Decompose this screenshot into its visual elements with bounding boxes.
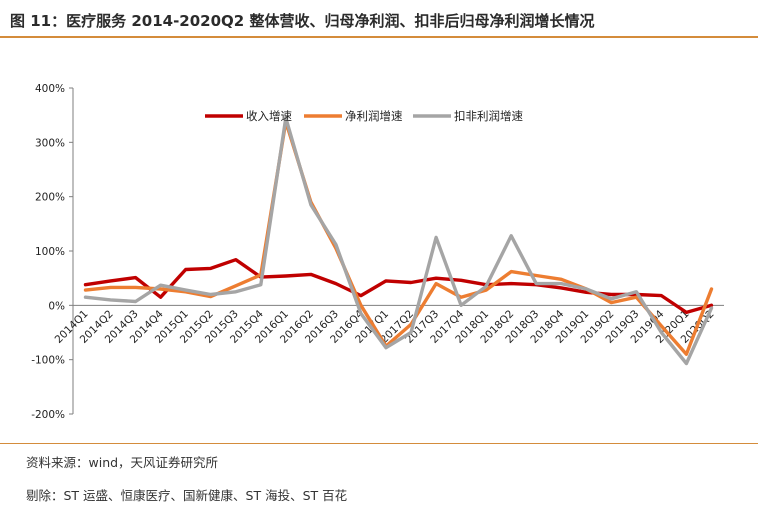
- legend-label: 净利润增速: [345, 109, 403, 123]
- y-tick-label: -100%: [31, 355, 65, 367]
- source-note: 资料来源：wind，天风证券研究所: [26, 455, 219, 470]
- chart-legend: 收入增速 净利润增速 扣非利润增速: [205, 109, 523, 123]
- series-line-3: [83, 116, 714, 366]
- y-tick-label: 300%: [35, 137, 65, 149]
- legend-label: 收入增速: [246, 109, 292, 123]
- footer-rule: [0, 443, 758, 444]
- figure-title: 图 11：医疗服务 2014-2020Q2 整体营收、归母净利润、扣非后归母净利…: [10, 12, 595, 30]
- y-tick-label: 400%: [35, 83, 65, 95]
- y-tick-label: 200%: [35, 192, 65, 204]
- y-tick-label: 100%: [35, 246, 65, 258]
- line-chart: 400%300%200%100%0%-100%-200%2014Q12014Q2…: [31, 83, 724, 421]
- exclusion-note: 剔除：ST 运盛、恒康医疗、国新健康、ST 海投、ST 百花: [26, 488, 348, 503]
- series-line-2: [83, 119, 714, 356]
- title-rule: [0, 36, 758, 38]
- y-tick-label: -200%: [31, 409, 65, 421]
- y-tick-label: 0%: [48, 300, 65, 312]
- chart-series: [83, 116, 714, 366]
- series-line-1: [83, 257, 714, 315]
- legend-label: 扣非利润增速: [454, 109, 523, 123]
- chart-axes: 400%300%200%100%0%-100%-200%2014Q12014Q2…: [31, 83, 724, 421]
